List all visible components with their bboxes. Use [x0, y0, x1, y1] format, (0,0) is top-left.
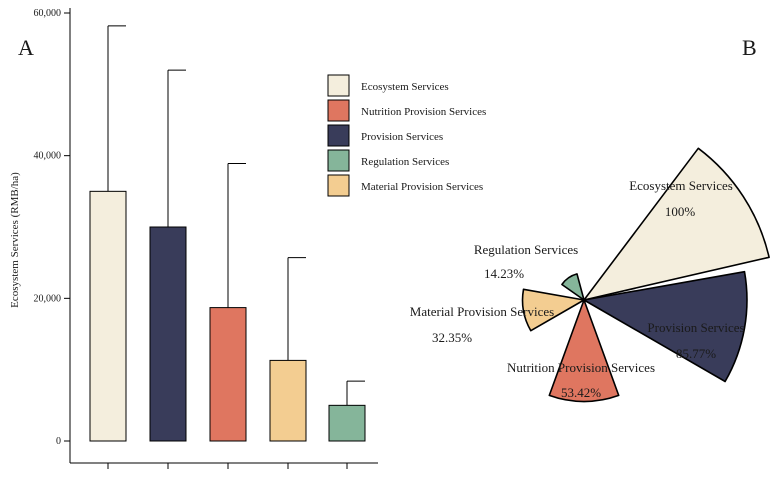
legend-swatch [327, 149, 350, 172]
legend-swatch [327, 174, 350, 197]
legend-label: Regulation Services [361, 156, 449, 168]
bar [149, 226, 187, 442]
legend-label: Material Provision Services [361, 181, 483, 193]
y-tick-label: 40,000 [34, 151, 62, 162]
rose-value-label: 85.77% [676, 346, 716, 361]
bar [89, 190, 127, 442]
rose-slice [583, 270, 748, 383]
legend-label: Ecosystem Services [361, 81, 449, 93]
legend-label: Nutrition Provision Services [361, 106, 486, 118]
rose-slice [548, 299, 620, 403]
rose-slice-label: Provision Services [647, 320, 744, 335]
y-tick-label: 0 [56, 436, 61, 447]
bar [269, 359, 307, 442]
panel-label-b: B [742, 35, 757, 60]
rose-value-label: 53.42% [561, 385, 601, 400]
rose-slice-label: Regulation Services [474, 242, 578, 257]
rose-value-label: 100% [665, 204, 696, 219]
legend-swatch [327, 99, 350, 122]
y-tick-label: 20,000 [34, 293, 62, 304]
bar-chart: Ecosystem Services (RMB/ha) 0 20,000 40,00… [9, 8, 378, 469]
y-tick-label: 60,000 [34, 8, 62, 19]
bar [328, 404, 366, 442]
bar-layer: 0 20,000 40,000 60,000 [34, 8, 366, 469]
rose-value-label: 32.35% [432, 330, 472, 345]
bar [209, 307, 247, 442]
rose-chart: Ecosystem Services 100% Provision Services… [410, 147, 770, 403]
panel-label-a: A [18, 35, 34, 60]
rose-slice [561, 273, 585, 301]
legend-swatch [327, 74, 350, 97]
legend-swatch [327, 124, 350, 147]
rose-value-label: 14.23% [484, 266, 524, 281]
legend: Ecosystem Services Nutrition Provision Se… [327, 74, 486, 197]
rose-slice [521, 288, 585, 332]
y-axis-title: Ecosystem Services (RMB/ha) [9, 172, 21, 308]
legend-label: Provision Services [361, 131, 443, 143]
rose-slice [583, 147, 770, 301]
rose-slice-label: Material Provision Services [410, 304, 554, 319]
rose-slice-label: Ecosystem Services [629, 178, 733, 193]
rose-slice-label: Nutrition Provision Services [507, 360, 655, 375]
